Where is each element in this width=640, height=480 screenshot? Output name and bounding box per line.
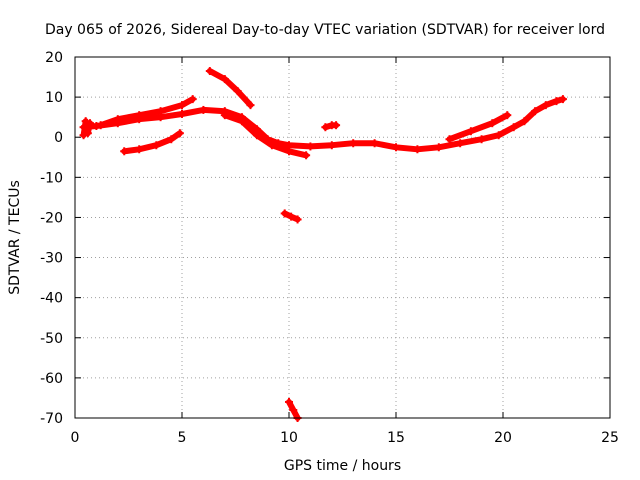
data-point — [456, 139, 465, 148]
y-tick-label: 0 — [54, 130, 63, 146]
data-point — [285, 147, 293, 156]
x-tick-label: 15 — [387, 430, 405, 446]
data-point — [96, 121, 105, 130]
series-descending-track — [205, 67, 255, 110]
data-point — [503, 111, 512, 120]
y-tick-label: -10 — [40, 170, 63, 186]
y-tick-label: 20 — [45, 50, 63, 66]
data-point — [252, 131, 261, 140]
data-point — [558, 95, 567, 104]
series-mid-short-track — [321, 121, 341, 132]
data-point — [152, 141, 161, 150]
y-tick-label: -30 — [40, 251, 63, 267]
data-point — [289, 405, 298, 414]
data-point — [85, 119, 94, 128]
data-point — [520, 117, 529, 126]
series-line — [80, 118, 93, 139]
x-tick-label: 25 — [601, 430, 619, 446]
series-outlier-short-track — [280, 209, 302, 224]
y-tick-label: -70 — [40, 411, 63, 427]
series-right-rising-track — [445, 111, 512, 144]
data-point — [199, 105, 208, 114]
data-point — [178, 101, 186, 110]
series-line — [206, 68, 254, 109]
series-upper-left-track — [96, 95, 197, 130]
y-tick-label: -50 — [40, 331, 63, 347]
x-tick-label: 5 — [178, 430, 187, 446]
data-point — [167, 135, 176, 144]
y-tick-label: -20 — [40, 210, 63, 226]
x-tick-label: 0 — [71, 430, 80, 446]
data-point — [220, 75, 229, 84]
y-axis-label: SDTVAR / TECUs — [7, 180, 23, 295]
data-point — [205, 67, 214, 76]
data-point — [541, 101, 550, 110]
data-point — [135, 145, 144, 154]
series-low-left-track — [120, 129, 184, 156]
data-point — [552, 97, 561, 106]
data-point — [293, 215, 302, 224]
series-receiver-start-cluster — [79, 117, 94, 140]
data-point — [445, 135, 454, 144]
axis-ticks — [74, 56, 611, 419]
series-line — [97, 96, 196, 129]
data-point — [81, 117, 90, 126]
y-tick-label: -40 — [40, 291, 63, 307]
data-point — [267, 141, 276, 150]
y-tick-label: -60 — [40, 371, 63, 387]
data-point — [233, 87, 242, 96]
data-point — [531, 107, 540, 116]
x-axis-label: GPS time / hours — [284, 458, 401, 474]
data-point — [113, 115, 122, 124]
plot-frame — [74, 56, 611, 419]
data-point — [370, 139, 379, 148]
data-point — [287, 212, 296, 221]
data-point — [175, 129, 184, 138]
data-point — [156, 107, 165, 116]
data-point — [509, 123, 518, 132]
x-tick-labels: 0 5 10 15 20 25 — [71, 430, 619, 446]
data-point — [392, 143, 400, 152]
data-point — [178, 109, 186, 118]
data-point — [413, 145, 422, 154]
series-outlier-bottom-track — [285, 397, 302, 422]
data-point — [83, 129, 92, 138]
data-point — [306, 142, 315, 151]
data-point — [79, 131, 88, 140]
data-point — [302, 151, 311, 160]
y-tick-labels: 20 10 0 -10 -20 -30 -40 -50 -60 -70 — [40, 50, 63, 427]
series-group — [79, 67, 567, 422]
chart-title: Day 065 of 2026, Sidereal Day-to-day VTE… — [45, 22, 605, 38]
x-tick-label: 10 — [280, 430, 298, 446]
data-point — [488, 119, 497, 128]
x-tick-label: 20 — [494, 430, 512, 446]
data-point — [327, 141, 336, 150]
data-point — [120, 147, 129, 156]
data-point — [349, 139, 358, 148]
data-point — [321, 123, 330, 132]
data-point — [220, 111, 229, 120]
data-point — [135, 111, 144, 120]
data-point — [246, 101, 255, 110]
data-point — [237, 117, 246, 126]
data-point — [188, 95, 197, 104]
data-point — [466, 127, 475, 136]
y-tick-label: 10 — [45, 90, 63, 106]
data-point — [477, 135, 486, 144]
data-point — [332, 121, 341, 130]
data-point — [285, 397, 293, 406]
data-point — [280, 209, 289, 218]
data-point — [494, 131, 503, 140]
series-dip-track — [220, 111, 311, 160]
series-line — [446, 112, 511, 143]
data-point — [434, 143, 443, 152]
